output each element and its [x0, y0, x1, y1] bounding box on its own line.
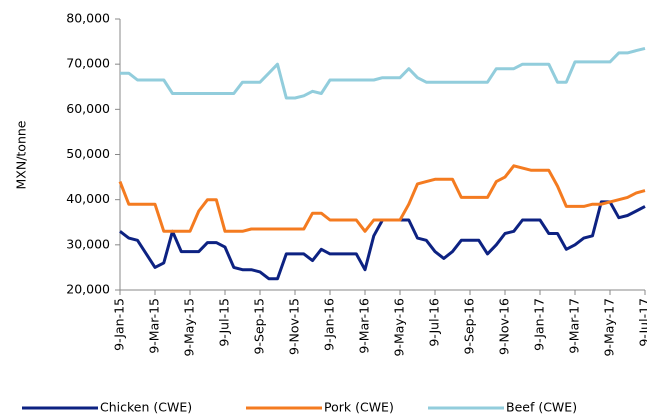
legend-label: Pork (CWE): [324, 400, 394, 415]
x-tick-label: 9-Nov-15: [287, 298, 302, 355]
y-tick-label: 80,000: [66, 11, 110, 26]
x-tick-label: 9-Jul-16: [427, 298, 442, 347]
x-tick-label: 9-Sep-16: [462, 298, 477, 354]
x-tick-label: 9-Mar-17: [567, 298, 582, 354]
x-tick-label: 9-May-15: [182, 298, 197, 357]
x-tick-label: 9-Nov-16: [497, 298, 512, 355]
x-tick-label: 9-Mar-15: [147, 298, 162, 354]
series-line: [120, 46, 646, 100]
x-tick-label: 9-Sep-15: [252, 298, 267, 354]
x-tick-label: 9-Jan-15: [112, 298, 127, 351]
x-tick-label: 9-Jul-17: [637, 298, 647, 347]
legend-label: Beef (CWE): [506, 400, 577, 415]
x-tick-label: 9-Jan-16: [322, 298, 337, 351]
x-tick-label: 9-Jan-17: [532, 298, 547, 351]
y-tick-label: 60,000: [66, 101, 110, 116]
y-tick-label: 40,000: [66, 191, 110, 206]
x-tick-label: 9-May-16: [392, 298, 407, 357]
x-tick-label: 9-Jul-15: [217, 298, 232, 347]
series-line: [118, 164, 646, 233]
y-tick-label: 20,000: [66, 282, 110, 297]
y-tick-label: 30,000: [66, 236, 110, 251]
y-axis-label: MXN/tonne: [14, 120, 29, 189]
y-tick-label: 50,000: [66, 146, 110, 161]
legend-label: Chicken (CWE): [100, 400, 192, 415]
y-tick-label: 70,000: [66, 56, 110, 71]
x-tick-label: 9-May-17: [602, 298, 617, 357]
x-tick-label: 9-Mar-16: [357, 298, 372, 354]
